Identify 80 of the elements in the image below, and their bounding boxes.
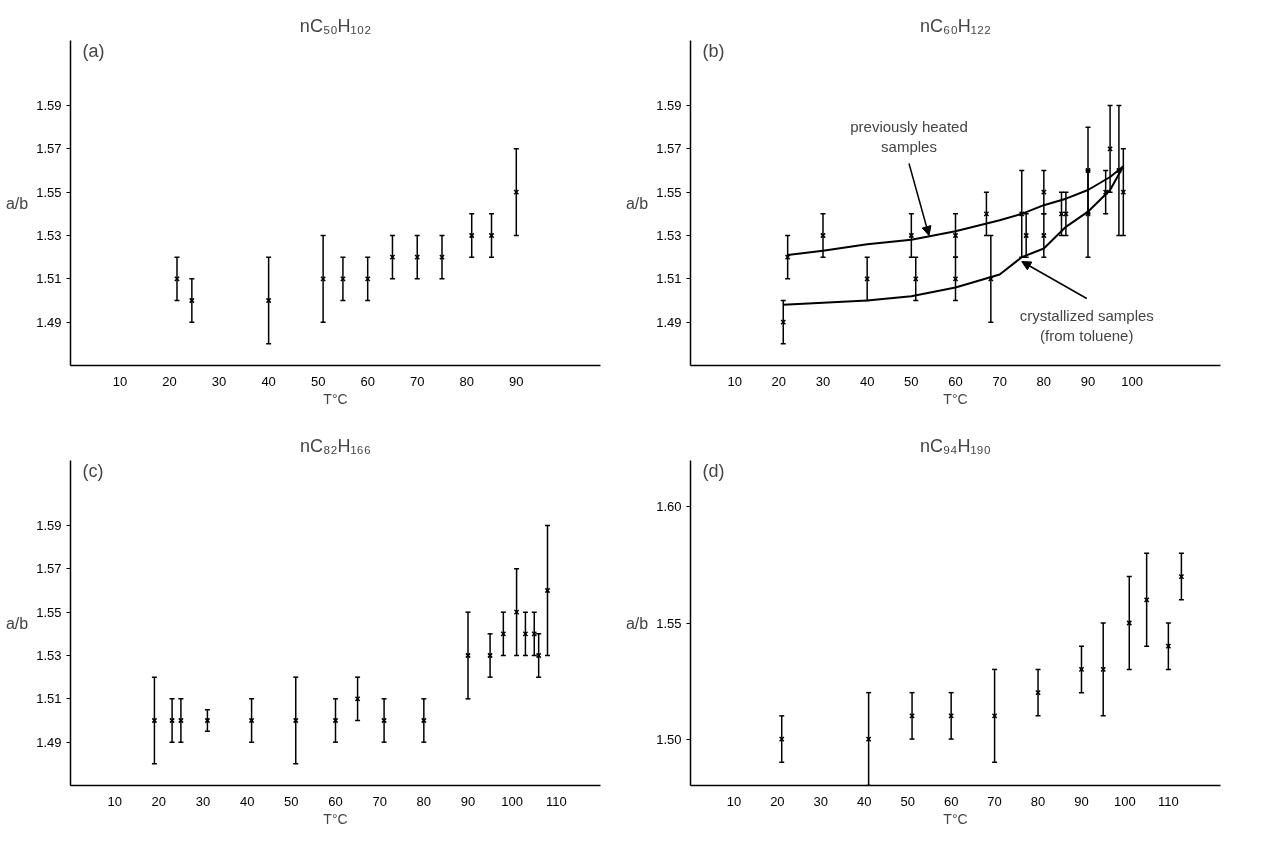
chart-title: nC₈₂H₁₆₆ — [299, 435, 372, 456]
x-tick-label: 50 — [310, 373, 326, 389]
x-tick-label: 70 — [987, 793, 1002, 809]
x-tick-label: 60 — [360, 373, 375, 389]
x-tick-label: 70 — [410, 373, 425, 389]
y-tick-label: 1.57 — [36, 141, 62, 157]
y-axis-title: a/b — [625, 194, 649, 212]
x-tick-label: 100 — [1114, 793, 1136, 809]
y-tick-label: 1.59 — [656, 98, 682, 113]
annotation: crystallized samples (from toluene) — [1019, 306, 1154, 344]
y-tick-label: 1.53 — [656, 228, 682, 243]
x-tick-label: 40 — [857, 793, 872, 809]
y-tick-label: 1.55 — [36, 604, 62, 620]
x-tick-label: 80 — [416, 793, 432, 809]
x-tick-label: 30 — [813, 793, 829, 809]
x-tick-label: 40 — [261, 373, 276, 389]
x-tick-label: 10 — [726, 793, 742, 809]
x-tick-label: 50 — [904, 373, 919, 389]
x-tick-label: 50 — [284, 793, 299, 809]
x-tick-label: 60 — [328, 793, 343, 809]
x-tick-label: 90 — [509, 373, 524, 389]
y-tick-label: 1.55 — [36, 184, 62, 200]
x-tick-label: 110 — [1158, 793, 1179, 809]
y-tick-label: 1.55 — [656, 184, 682, 200]
x-axis-title: T°C — [323, 390, 348, 407]
y-tick-label: 1.51 — [36, 691, 62, 707]
y-tick-label: 1.55 — [656, 615, 682, 631]
annotation: (a) — [82, 40, 105, 61]
x-tick-label: 30 — [815, 373, 831, 389]
x-tick-label: 90 — [1074, 793, 1089, 809]
x-tick-label: 10 — [727, 373, 742, 389]
chart-title: nC₉₄H₁₉₀ — [919, 435, 992, 456]
y-tick-label: 1.59 — [36, 98, 62, 113]
x-tick-label: 10 — [112, 373, 128, 389]
x-tick-label: 30 — [211, 373, 227, 389]
x-tick-label: 40 — [239, 793, 255, 809]
annotation: (b) — [702, 40, 725, 61]
chart-title: nC₅₀H₁₀₂ — [299, 15, 372, 36]
y-tick-label: 1.51 — [36, 271, 62, 287]
x-tick-label: 80 — [1036, 373, 1052, 389]
y-tick-label: 1.59 — [36, 518, 62, 533]
x-axis-title: T°C — [943, 810, 968, 827]
y-tick-label: 1.49 — [36, 734, 62, 750]
x-tick-label: 20 — [151, 793, 167, 809]
y-tick-label: 1.53 — [36, 648, 62, 663]
x-tick-label: 100 — [1121, 373, 1144, 389]
chart-title: nC₆₀H₁₂₂ — [920, 15, 991, 36]
x-tick-label: 60 — [948, 373, 963, 389]
x-tick-label: 60 — [943, 793, 959, 809]
x-tick-label: 20 — [771, 373, 787, 389]
x-tick-label: 110 — [545, 793, 567, 809]
y-tick-label: 1.50 — [656, 731, 682, 747]
y-tick-label: 1.53 — [36, 228, 62, 243]
y-tick-label: 1.60 — [656, 499, 682, 515]
annotation: (c) — [82, 460, 104, 481]
x-tick-label: 10 — [107, 793, 122, 809]
x-tick-label: 70 — [372, 793, 387, 809]
x-axis-title: T°C — [323, 810, 348, 827]
y-axis-title: a/b — [625, 614, 649, 632]
x-tick-label: 70 — [992, 373, 1007, 389]
x-tick-label: 80 — [1030, 793, 1046, 809]
annotation: previously heated samples — [850, 118, 968, 156]
x-axis-title: T°C — [943, 390, 968, 407]
x-tick-label: 20 — [770, 793, 785, 809]
annotation: (d) — [702, 460, 725, 481]
x-tick-label: 40 — [859, 373, 875, 389]
y-axis-title: a/b — [5, 194, 29, 212]
x-tick-label: 100 — [501, 793, 524, 809]
y-tick-label: 1.57 — [656, 141, 682, 157]
y-tick-label: 1.49 — [656, 314, 682, 330]
y-tick-label: 1.49 — [36, 314, 62, 330]
x-tick-label: 20 — [162, 373, 177, 389]
y-tick-label: 1.57 — [36, 561, 62, 577]
x-tick-label: 80 — [459, 373, 474, 389]
x-tick-label: 50 — [900, 793, 915, 809]
y-axis-title: a/b — [5, 614, 29, 632]
x-tick-label: 30 — [195, 793, 211, 809]
x-tick-label: 90 — [1080, 373, 1096, 389]
x-tick-label: 90 — [460, 793, 476, 809]
y-tick-label: 1.51 — [656, 271, 682, 287]
